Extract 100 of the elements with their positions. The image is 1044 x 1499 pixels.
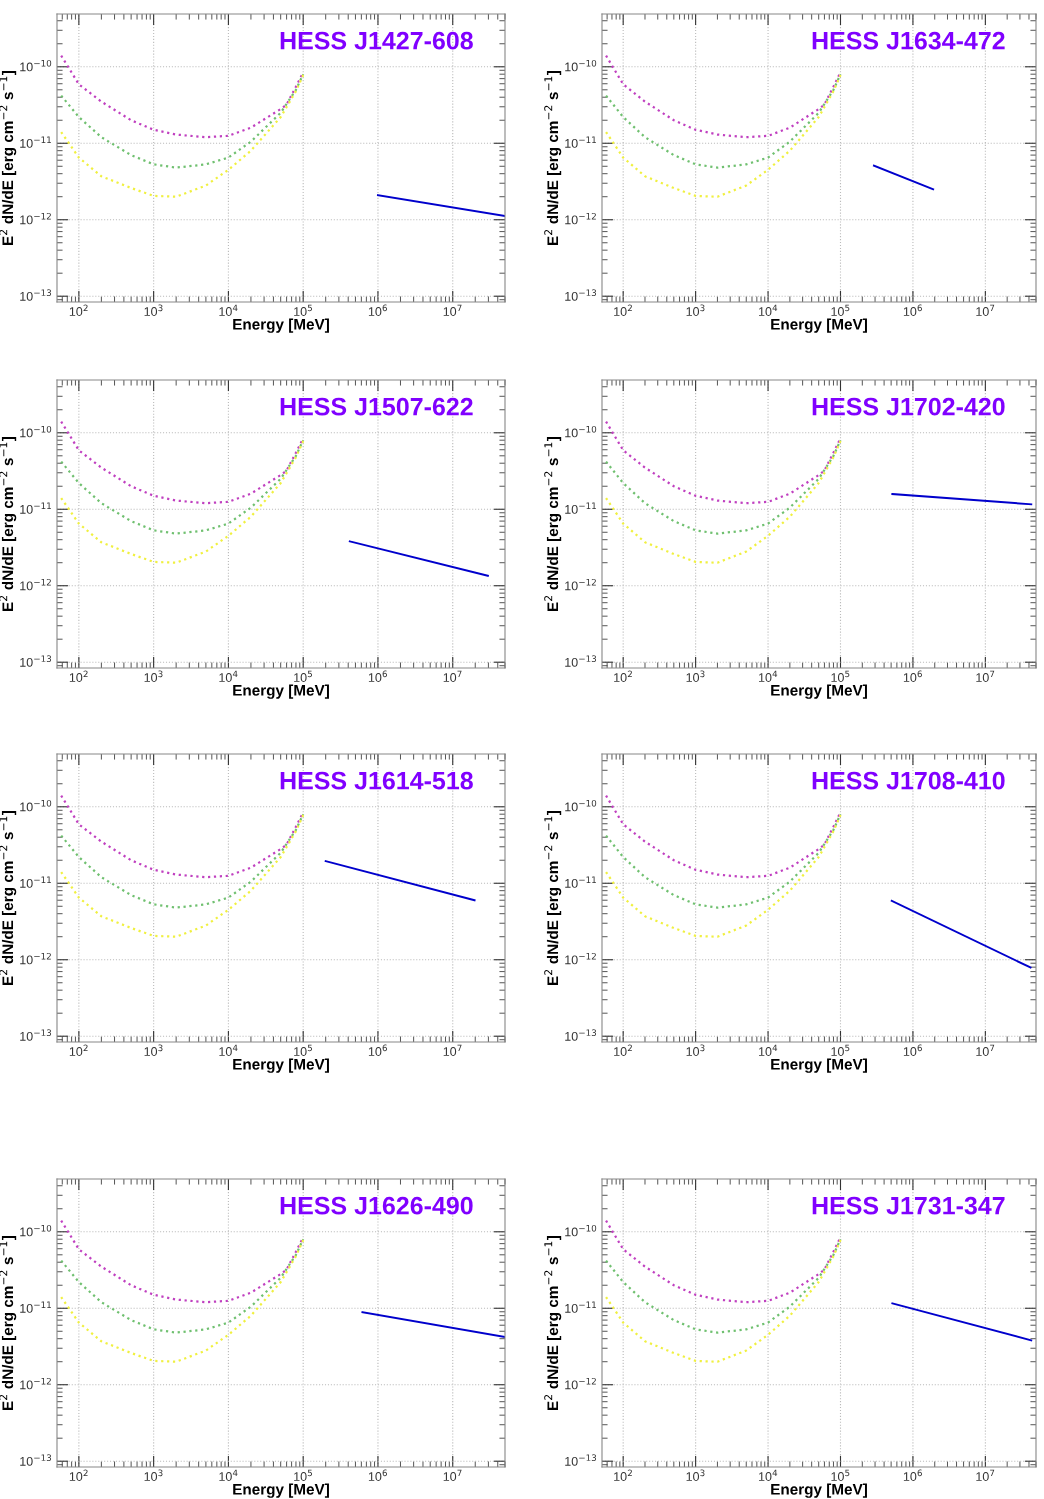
- y-tick-label: 10$^{−13}$: [20, 1454, 52, 1466]
- text: HESS J1731-347: [812, 1196, 1005, 1215]
- x-tick-label: 10$^{5}$: [831, 670, 850, 682]
- y-tick-label: 10$^{−10}$: [565, 425, 597, 438]
- x-tick-label: 10$^{3}$: [144, 304, 163, 316]
- x-tick-label: 10$^{5}$: [831, 1469, 850, 1481]
- x-tick-label: 10$^{5}$: [294, 1044, 313, 1056]
- y-axis-title: E$^{2}$ dN/dE [erg cm$^{−2}$ s$^{−1}$]: [0, 811, 17, 985]
- y-tick-label: 10$^{−10}$: [565, 799, 597, 812]
- x-tick-label: 10$^{2}$: [614, 1044, 632, 1056]
- x-tick-label: 10$^{7}$: [443, 1469, 462, 1481]
- y-tick-label: 10$^{−11}$: [20, 502, 51, 514]
- text: HESS J1708-410: [812, 771, 1005, 790]
- x-axis-title: Energy [MeV]: [771, 1483, 867, 1498]
- y-tick-label: 10$^{−13}$: [565, 289, 597, 301]
- x-tick-label: 10$^{7}$: [976, 1044, 995, 1056]
- x-tick-label: 10$^{3}$: [144, 670, 163, 682]
- text: HESS J1634-472: [812, 31, 1005, 50]
- x-tick-label: 10$^{7}$: [976, 1469, 995, 1481]
- y-tick-label: 10$^{−11}$: [565, 876, 596, 888]
- y-tick-label: 10$^{−13}$: [20, 289, 52, 301]
- y-tick-label: 10$^{−12}$: [565, 212, 596, 225]
- y-tick-label: 10$^{−11}$: [20, 1301, 51, 1313]
- x-tick-label: 10$^{6}$: [368, 1044, 387, 1056]
- x-tick-label: 10$^{2}$: [69, 1044, 88, 1056]
- x-tick-label: 10$^{6}$: [368, 670, 387, 682]
- x-tick-label: 10$^{5}$: [294, 670, 313, 682]
- y-tick-label: 10$^{−11}$: [565, 136, 596, 148]
- y-tick-label: 10$^{−12}$: [20, 1377, 51, 1390]
- x-tick-label: 10$^{4}$: [219, 304, 238, 316]
- y-tick-label: 10$^{−12}$: [565, 1377, 596, 1390]
- x-tick-label: 10$^{3}$: [144, 1469, 163, 1481]
- x-tick-label: 10$^{7}$: [443, 1044, 462, 1056]
- y-axis-title: E$^{2}$ dN/dE [erg cm$^{−2}$ s$^{−1}$]: [544, 437, 562, 611]
- y-tick-label: 10$^{−12}$: [565, 578, 596, 591]
- x-tick-label: 10$^{2}$: [614, 304, 632, 316]
- x-tick-label: 10$^{6}$: [368, 304, 387, 316]
- x-tick-label: 10$^{3}$: [686, 1044, 705, 1056]
- y-axis-title: E$^{2}$ dN/dE [erg cm$^{−2}$ s$^{−1}$]: [544, 71, 562, 245]
- y-tick-label: 10$^{−12}$: [20, 212, 51, 225]
- x-tick-label: 10$^{2}$: [69, 670, 88, 682]
- x-tick-label: 10$^{7}$: [443, 670, 462, 682]
- y-tick-label: 10$^{−10}$: [20, 425, 52, 438]
- x-tick-label: 10$^{4}$: [759, 670, 778, 682]
- x-tick-label: 10$^{6}$: [903, 1469, 922, 1481]
- y-tick-label: 10$^{−11}$: [20, 136, 51, 148]
- x-axis-title: Energy [MeV]: [771, 318, 867, 333]
- y-axis-title: E$^{2}$ dN/dE [erg cm$^{−2}$ s$^{−1}$]: [0, 437, 17, 611]
- x-tick-label: 10$^{3}$: [144, 1044, 163, 1056]
- y-axis-title: E$^{2}$ dN/dE [erg cm$^{−2}$ s$^{−1}$]: [544, 811, 562, 985]
- x-tick-label: 10$^{4}$: [219, 670, 238, 682]
- x-tick-label: 10$^{7}$: [976, 304, 995, 316]
- text: HESS J1507-622: [280, 397, 473, 416]
- x-axis-title: Energy [MeV]: [771, 684, 867, 699]
- x-axis-title: Energy [MeV]: [771, 1058, 867, 1073]
- x-tick-label: 10$^{5}$: [831, 1044, 850, 1056]
- y-tick-label: 10$^{−12}$: [20, 952, 51, 965]
- x-tick-label: 10$^{4}$: [759, 304, 778, 316]
- x-tick-label: 10$^{5}$: [294, 304, 313, 316]
- y-tick-label: 10$^{−10}$: [20, 1224, 52, 1237]
- y-tick-label: 10$^{−13}$: [565, 1029, 597, 1041]
- x-axis-title: Energy [MeV]: [233, 684, 329, 699]
- x-tick-label: 10$^{2}$: [69, 1469, 88, 1481]
- x-tick-label: 10$^{7}$: [443, 304, 462, 316]
- x-tick-label: 10$^{5}$: [831, 304, 850, 316]
- y-axis-title: E$^{2}$ dN/dE [erg cm$^{−2}$ s$^{−1}$]: [0, 1236, 17, 1410]
- text: HESS J1702-420: [812, 397, 1005, 416]
- x-tick-label: 10$^{6}$: [903, 304, 922, 316]
- x-tick-label: 10$^{6}$: [903, 670, 922, 682]
- x-tick-label: 10$^{6}$: [368, 1469, 387, 1481]
- y-tick-label: 10$^{−10}$: [20, 799, 52, 812]
- x-tick-label: 10$^{4}$: [219, 1469, 238, 1481]
- x-axis-title: Energy [MeV]: [233, 318, 329, 333]
- text: HESS J1614-518: [280, 771, 473, 790]
- x-tick-label: 10$^{3}$: [686, 304, 705, 316]
- x-axis-title: Energy [MeV]: [233, 1483, 329, 1498]
- y-tick-label: 10$^{−13}$: [20, 655, 52, 667]
- y-tick-label: 10$^{−11}$: [565, 502, 596, 514]
- x-tick-label: 10$^{4}$: [759, 1044, 778, 1056]
- text: HESS J1626-490: [280, 1196, 473, 1215]
- y-axis-title: E$^{2}$ dN/dE [erg cm$^{−2}$ s$^{−1}$]: [0, 71, 17, 245]
- y-axis-title: E$^{2}$ dN/dE [erg cm$^{−2}$ s$^{−1}$]: [544, 1236, 562, 1410]
- x-tick-label: 10$^{3}$: [686, 1469, 705, 1481]
- y-tick-label: 10$^{−13}$: [565, 655, 597, 667]
- y-tick-label: 10$^{−10}$: [565, 59, 597, 72]
- x-tick-label: 10$^{6}$: [903, 1044, 922, 1056]
- x-tick-label: 10$^{5}$: [294, 1469, 313, 1481]
- x-tick-label: 10$^{4}$: [219, 1044, 238, 1056]
- x-tick-label: 10$^{4}$: [759, 1469, 778, 1481]
- y-tick-label: 10$^{−10}$: [20, 59, 52, 72]
- text: HESS J1427-608: [280, 31, 473, 50]
- y-tick-label: 10$^{−12}$: [565, 952, 596, 965]
- y-tick-label: 10$^{−10}$: [565, 1224, 597, 1237]
- y-tick-label: 10$^{−11}$: [565, 1301, 596, 1313]
- x-tick-label: 10$^{3}$: [686, 670, 705, 682]
- x-tick-label: 10$^{2}$: [614, 1469, 632, 1481]
- x-tick-label: 10$^{2}$: [614, 670, 632, 682]
- x-tick-label: 10$^{2}$: [69, 304, 88, 316]
- x-axis-title: Energy [MeV]: [233, 1058, 329, 1073]
- y-tick-label: 10$^{−13}$: [565, 1454, 597, 1466]
